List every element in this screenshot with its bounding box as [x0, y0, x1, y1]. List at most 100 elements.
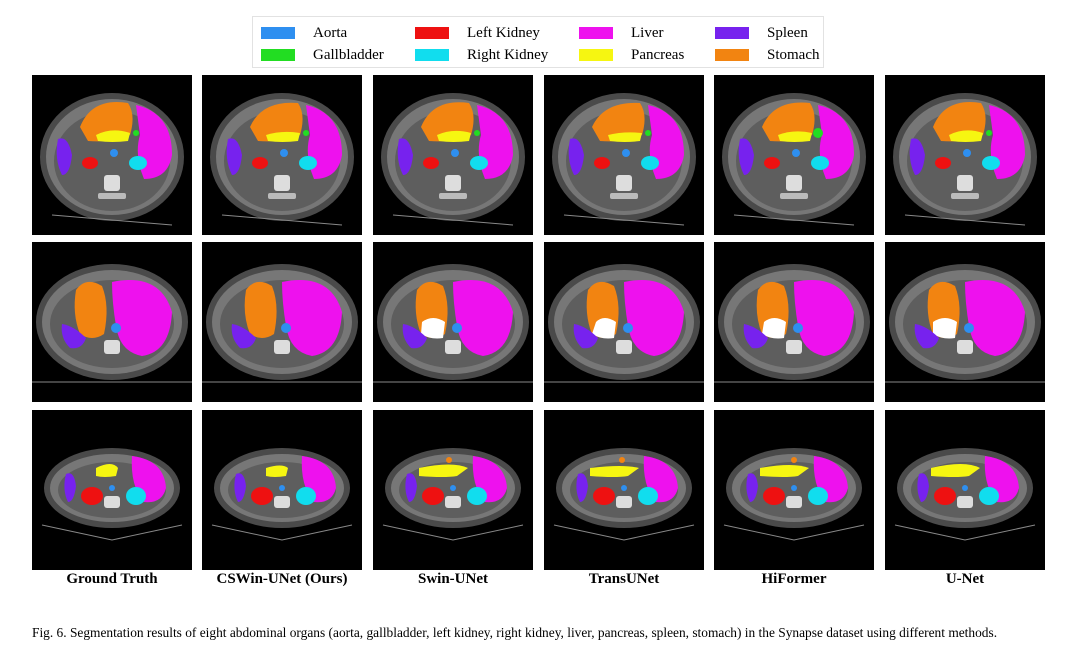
vertebra: [104, 496, 120, 508]
legend-label: Liver: [631, 24, 664, 41]
spleen-mask: [909, 138, 925, 175]
column-label-swin-unet: Swin-UNet: [418, 571, 488, 587]
aorta-mask: [964, 323, 974, 333]
legend-item-gallbladder: Gallbladder: [261, 45, 384, 65]
aorta-mask: [109, 485, 115, 491]
ct-table-line: [221, 214, 343, 226]
gallbladder-mask: [645, 130, 651, 136]
pancreas-mask: [931, 464, 980, 477]
missed-region-mask: [762, 318, 786, 339]
legend-label: Spleen: [767, 24, 808, 41]
ct-segmentation-panel: [373, 75, 533, 235]
ct-scan-image: [894, 448, 1036, 541]
ct-table-line: [392, 214, 514, 226]
ct-segmentation-panel: [885, 242, 1045, 402]
vertebra: [445, 496, 461, 508]
vertebra: [274, 496, 290, 508]
aorta-mask: [622, 149, 630, 157]
ct-segmentation-panel: [202, 75, 362, 235]
left-kidney-mask: [422, 487, 444, 505]
legend-item-liver: Liver: [579, 23, 663, 43]
pancreas-mask: [96, 130, 130, 142]
ct-scan-image: [723, 448, 865, 541]
aorta-mask: [962, 485, 968, 491]
pancreas-mask: [778, 131, 812, 142]
liver-mask: [794, 280, 854, 356]
stomach-mask: [791, 457, 797, 463]
aorta-mask: [280, 149, 288, 157]
aorta-mask: [792, 149, 800, 157]
ct-segmentation-panel: [373, 410, 533, 570]
spinal-process: [610, 193, 638, 199]
stomach-mask: [244, 281, 277, 338]
legend-label: Aorta: [313, 24, 348, 41]
ct-segmentation-panel: [32, 410, 192, 570]
ct-segmentation-panel: [714, 242, 874, 402]
ct-segmentation-panel: [202, 242, 362, 402]
spinal-process: [951, 193, 979, 199]
spleen-mask: [405, 473, 417, 502]
vertebra: [786, 340, 802, 354]
left-kidney-mask: [593, 487, 615, 505]
spleen-mask: [743, 324, 768, 349]
right-kidney-mask: [299, 156, 317, 170]
aorta-mask: [451, 149, 459, 157]
vertebra: [957, 496, 973, 508]
ct-table-line: [563, 214, 685, 226]
right-kidney-mask: [811, 156, 829, 170]
ct-segmentation-panel: [32, 242, 192, 402]
legend-label: Right Kidney: [467, 46, 549, 63]
spleen-mask: [226, 138, 242, 175]
gallbladder-mask: [133, 130, 139, 136]
ct-scan-image: [553, 448, 695, 541]
stomach-mask: [250, 102, 303, 142]
spleen-mask: [568, 138, 584, 175]
right-kidney-mask: [982, 156, 1000, 170]
ct-scan-image: [544, 264, 704, 383]
spinal-process: [268, 193, 296, 199]
legend-swatch: [715, 27, 749, 39]
spleen-mask: [746, 473, 758, 502]
aorta-mask: [793, 323, 803, 333]
pancreas-mask: [437, 130, 471, 142]
left-kidney-mask: [251, 487, 273, 505]
left-kidney-mask: [935, 157, 951, 169]
ct-segmentation-panel: [373, 242, 533, 402]
vertebra: [616, 496, 632, 508]
ct-scan-image: [211, 448, 353, 541]
ct-scan-image: [885, 264, 1045, 383]
legend-item-spleen: Spleen: [715, 23, 808, 43]
ct-segmentation-panel: [714, 410, 874, 570]
left-kidney-mask: [423, 157, 439, 169]
right-kidney-mask: [467, 487, 487, 505]
right-kidney-mask: [296, 487, 316, 505]
aorta-mask: [281, 323, 291, 333]
ct-table-line: [723, 524, 865, 541]
right-kidney-mask: [126, 487, 146, 505]
legend-swatch: [579, 49, 613, 61]
spleen-mask: [914, 324, 939, 349]
column-label-transunet: TransUNet: [588, 571, 660, 587]
column-label-ground-truth: Ground Truth: [66, 571, 158, 587]
figure-caption: Fig. 6. Segmentation results of eight ab…: [32, 625, 998, 640]
ct-scan-image: [41, 448, 183, 541]
vertebra: [786, 175, 802, 191]
ct-segmentation-panel: [544, 242, 704, 402]
left-kidney-mask: [252, 157, 268, 169]
legend-item-stomach: Stomach: [715, 45, 820, 65]
vertebra: [616, 175, 632, 191]
ct-scan-image: [552, 93, 696, 226]
stomach-mask: [446, 457, 452, 463]
aorta-mask: [452, 323, 462, 333]
spleen-mask: [64, 473, 76, 502]
aorta-mask: [963, 149, 971, 157]
missed-region-mask: [592, 318, 616, 339]
ct-scan-image: [202, 264, 362, 383]
spleen-mask: [738, 138, 754, 175]
gallbladder-mask: [303, 130, 309, 136]
ct-scan-image: [210, 93, 354, 226]
spleen-mask: [56, 138, 72, 175]
spleen-mask: [402, 324, 427, 349]
missed-region-mask: [933, 318, 957, 339]
ct-segmentation-panel: [544, 75, 704, 235]
